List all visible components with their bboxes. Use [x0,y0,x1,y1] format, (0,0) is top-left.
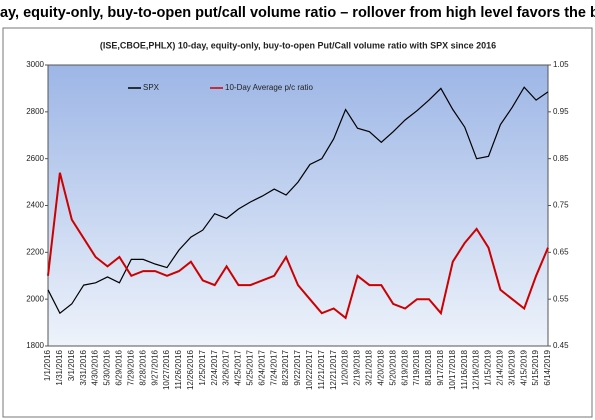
y-tick-label: 3000 [26,60,44,69]
x-tick-label: 6/19/2018 [400,349,409,385]
x-tick-label: 9/27/2016 [150,349,159,385]
x-tick-label: 7/19/2018 [412,349,421,385]
x-tick-label: 6/14/2019 [543,349,552,385]
x-tick-label: 5/20/2018 [388,349,397,385]
x-tick-label: 11/26/2016 [174,349,183,389]
y-tick-label: 2600 [26,154,44,163]
chart-subtitle: (ISE,CBOE,PHLX) 10-day, equity-only, buy… [100,40,496,50]
x-tick-label: 10/17/2018 [448,349,457,390]
x-tick-label: 9/17/2018 [436,349,445,385]
x-tick-label: 1/25/2017 [198,349,207,385]
x-tick-label: 2/19/2018 [353,349,362,385]
x-tick-label: 3/16/2019 [507,349,516,385]
x-tick-label: 12/16/2018 [472,349,481,390]
x-tick-label: 5/30/2016 [103,349,112,385]
x-tick-label: 4/15/2019 [519,349,528,385]
x-tick-label: 10/27/2016 [162,349,171,390]
x-tick-label: 4/20/2018 [376,349,385,385]
x-tick-label: 12/26/2016 [186,349,195,390]
x-tick-label: 2/14/2019 [495,349,504,385]
x-tick-label: 11/21/2017 [317,349,326,389]
x-tick-label: 1/31/2016 [55,349,64,385]
y2-tick-label: 0.45 [553,341,569,350]
y-tick-label: 1800 [26,341,44,350]
y2-tick-label: 0.55 [553,294,569,303]
y-tick-label: 2000 [26,294,44,303]
x-tick-label: 12/21/2017 [329,349,338,390]
x-tick-label: 4/25/2017 [234,349,243,385]
x-tick-label: 7/29/2016 [126,349,135,385]
y2-tick-label: 0.85 [553,154,569,163]
x-tick-label: 3/26/2017 [222,349,231,385]
x-tick-label: 3/1/2016 [67,349,76,381]
x-tick-label: 1/1/2016 [43,349,52,381]
y-tick-label: 2200 [26,247,44,256]
x-tick-label: 5/25/2017 [245,349,254,385]
x-tick-label: 6/29/2016 [115,349,124,385]
x-tick-label: 10/22/2017 [305,349,314,390]
y2-tick-label: 0.75 [553,201,569,210]
y-tick-label: 2800 [26,107,44,116]
x-tick-label: 8/23/2017 [281,349,290,385]
x-tick-label: 9/22/2017 [293,349,302,385]
series-line [47,172,549,320]
x-tick-label: 3/21/2018 [365,349,374,385]
x-tick-label: 1/20/2018 [341,349,350,385]
x-tick-label: 8/28/2016 [138,349,147,385]
x-tick-label: 6/24/2017 [257,349,266,385]
x-tick-label: 2/24/2017 [210,349,219,385]
x-tick-label: 11/16/2018 [460,349,469,389]
plot-area [47,64,549,347]
legend-label: SPX [143,83,160,92]
chart-title: 10-day, equity-only, buy-to-open put/cal… [0,5,595,21]
y2-tick-label: 0.95 [553,107,569,116]
y-tick-label: 2400 [26,201,44,210]
x-tick-label: 4/30/2016 [91,349,100,385]
x-tick-label: 5/15/2019 [531,349,540,385]
y2-tick-label: 1.05 [553,60,569,69]
legend-label: 10-Day Average p/c ratio [225,83,313,92]
x-tick-label: 3/31/2016 [79,349,88,385]
x-tick-label: 7/24/2017 [269,349,278,385]
series-line [47,86,549,315]
x-tick-label: 8/18/2018 [424,349,433,385]
y2-tick-label: 0.65 [553,247,569,256]
x-tick-label: 1/15/2019 [484,349,493,385]
